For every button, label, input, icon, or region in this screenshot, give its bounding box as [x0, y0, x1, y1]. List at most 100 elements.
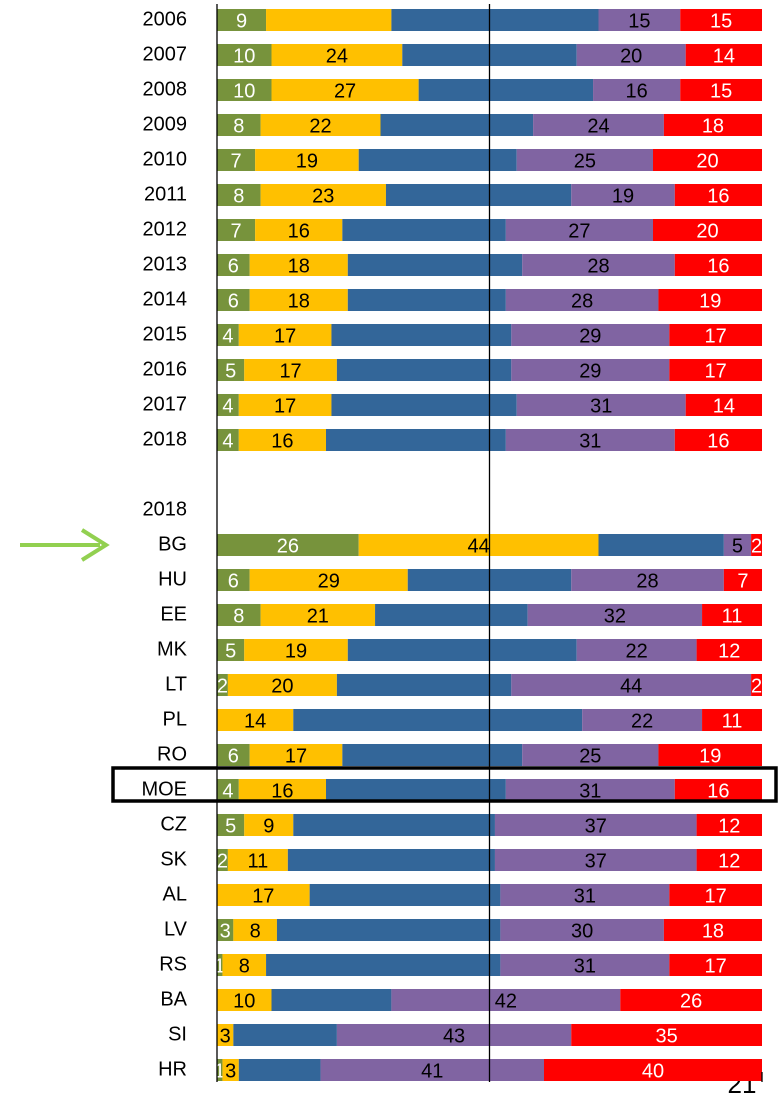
- bar-segment: [620, 989, 762, 1011]
- bar-segment: [217, 744, 250, 766]
- bar-segment: [244, 814, 294, 836]
- value-label: 12: [718, 850, 740, 872]
- value-label: 5: [732, 535, 743, 557]
- bar-segment: [238, 429, 326, 451]
- value-label: 6: [228, 255, 239, 277]
- category-label: 2016: [143, 358, 188, 380]
- bar-segment: [358, 534, 599, 556]
- value-label: 5: [225, 815, 236, 837]
- value-label: 6: [228, 570, 239, 592]
- bar-segment: [217, 674, 228, 696]
- bar-segment: [500, 884, 670, 906]
- bar-segment: [217, 814, 245, 836]
- bar-segment: [696, 849, 762, 871]
- value-label: 44: [620, 675, 642, 697]
- bar-segment: [658, 744, 762, 766]
- bar-segment: [500, 954, 670, 976]
- value-label: 12: [718, 640, 740, 662]
- value-label: 3: [220, 1025, 231, 1047]
- value-label: 15: [710, 80, 732, 102]
- bar-segment: [582, 709, 703, 731]
- bar-segment: [702, 604, 762, 626]
- bar-segment: [696, 639, 762, 661]
- value-label: 10: [233, 45, 255, 67]
- bar-segment: [593, 79, 681, 101]
- value-label: 28: [636, 570, 658, 592]
- bar-segment: [674, 184, 762, 206]
- value-label: 8: [239, 955, 250, 977]
- value-label: 3: [220, 920, 231, 942]
- category-label: AL: [163, 883, 187, 905]
- category-label: 2012: [143, 218, 188, 240]
- value-label: 30: [571, 920, 593, 942]
- value-label: 23: [312, 185, 334, 207]
- category-label: EE: [160, 603, 187, 625]
- bar-segment: [653, 149, 762, 171]
- value-label: 19: [296, 150, 318, 172]
- value-label: 16: [271, 780, 293, 802]
- value-label: 8: [250, 920, 261, 942]
- bar-segment: [347, 289, 506, 311]
- value-label: 4: [222, 430, 233, 452]
- bar-segment: [418, 79, 594, 101]
- bar-segment: [217, 534, 359, 556]
- value-label: 17: [705, 360, 727, 382]
- bar-segment: [674, 254, 762, 276]
- bar-segment: [320, 1059, 544, 1081]
- bar-segment: [663, 919, 762, 941]
- bar-segment: [347, 639, 577, 661]
- value-label: 18: [288, 255, 310, 277]
- value-label: 9: [263, 815, 274, 837]
- bar-segment: [293, 709, 583, 731]
- bar-segment: [217, 429, 239, 451]
- bar-segment: [358, 149, 517, 171]
- bar-segment: [576, 639, 697, 661]
- bar-segment: [309, 884, 501, 906]
- bar-segment: [533, 114, 664, 136]
- bar-segment: [249, 254, 348, 276]
- value-label: 29: [318, 570, 340, 592]
- bar-segment: [217, 359, 245, 381]
- bar-segment: [576, 44, 686, 66]
- value-label: 8: [233, 605, 244, 627]
- value-label: 15: [710, 10, 732, 32]
- bar-segment: [680, 9, 762, 31]
- bar-segment: [244, 639, 348, 661]
- bar-segment: [217, 884, 310, 906]
- bar-segment: [260, 114, 381, 136]
- value-label: 20: [696, 150, 718, 172]
- bar-segment: [571, 184, 675, 206]
- value-label: 14: [713, 395, 735, 417]
- bar-segment: [217, 1024, 234, 1046]
- bar-segment: [271, 44, 403, 66]
- bar-segment: [217, 394, 239, 416]
- value-label: 43: [443, 1025, 465, 1047]
- value-label: 5: [225, 640, 236, 662]
- bar-segment: [271, 989, 392, 1011]
- value-label: 16: [271, 430, 293, 452]
- category-label: LT: [165, 673, 187, 695]
- bar-segment: [391, 989, 621, 1011]
- bar-segment: [255, 219, 343, 241]
- bar-segment: [685, 44, 762, 66]
- bar-segment: [723, 569, 762, 591]
- bar-segment: [255, 149, 359, 171]
- value-label: 6: [228, 745, 239, 767]
- value-label: 4: [222, 395, 233, 417]
- bar-segment: [494, 814, 697, 836]
- arrow-head: [80, 528, 110, 562]
- bar-segment: [680, 79, 762, 101]
- value-label: 42: [495, 990, 517, 1012]
- value-label: 2: [751, 675, 762, 697]
- value-label: 2: [751, 535, 762, 557]
- category-label: 2008: [143, 78, 188, 100]
- bar-segment: [511, 359, 670, 381]
- bar-segment: [669, 954, 762, 976]
- bar-segment: [702, 709, 762, 731]
- bar-segment: [723, 534, 752, 556]
- bar-segment: [669, 359, 762, 381]
- bar-segment: [494, 849, 697, 871]
- value-label: 2: [217, 850, 228, 872]
- value-label: 11: [247, 850, 268, 872]
- bar-segment: [336, 1024, 572, 1046]
